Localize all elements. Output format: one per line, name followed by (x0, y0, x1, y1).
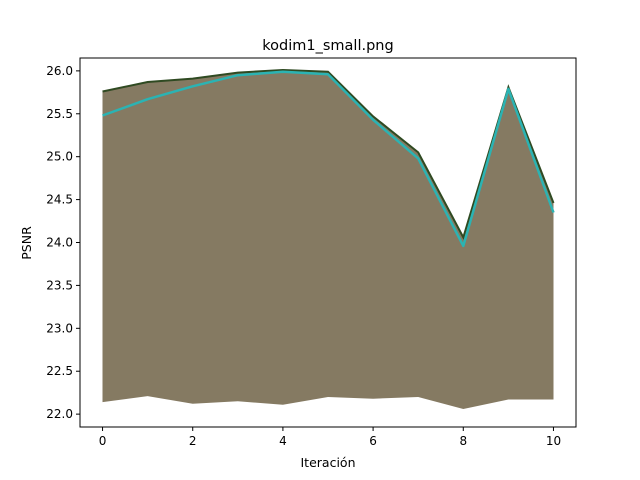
envelope-layer (102, 68, 555, 409)
envelope-band (102, 70, 554, 409)
x-tick-label: 2 (189, 434, 197, 448)
x-tick-label: 8 (459, 434, 467, 448)
y-tick-label: 25.5 (46, 107, 73, 121)
y-tick-label: 23.5 (46, 278, 73, 292)
y-axis-ticks: 22.0 22.5 23.0 23.5 24.0 24.5 25.0 25.5 26.0 (46, 64, 80, 421)
y-tick-label: 22.5 (46, 364, 73, 378)
plot-area (102, 68, 555, 409)
y-tick-label: 23.0 (46, 321, 73, 335)
series-layer (102, 70, 555, 248)
y-tick-label: 22.0 (46, 407, 73, 421)
x-tick-label: 10 (546, 434, 561, 448)
chart-title: kodim1_small.png (262, 38, 393, 54)
y-axis-label: PSNR (19, 226, 34, 260)
x-axis-label: Iteración (301, 455, 356, 470)
y-tick-label: 25.0 (46, 150, 73, 164)
y-tick-label: 24.5 (46, 193, 73, 207)
x-axis-ticks: 0 2 4 6 8 10 (99, 427, 561, 448)
x-tick-label: 0 (99, 434, 107, 448)
x-tick-label: 4 (279, 434, 287, 448)
y-tick-label: 24.0 (46, 236, 73, 250)
x-tick-label: 6 (369, 434, 377, 448)
y-tick-label: 26.0 (46, 64, 73, 78)
envelope-top-edge (102, 68, 555, 241)
